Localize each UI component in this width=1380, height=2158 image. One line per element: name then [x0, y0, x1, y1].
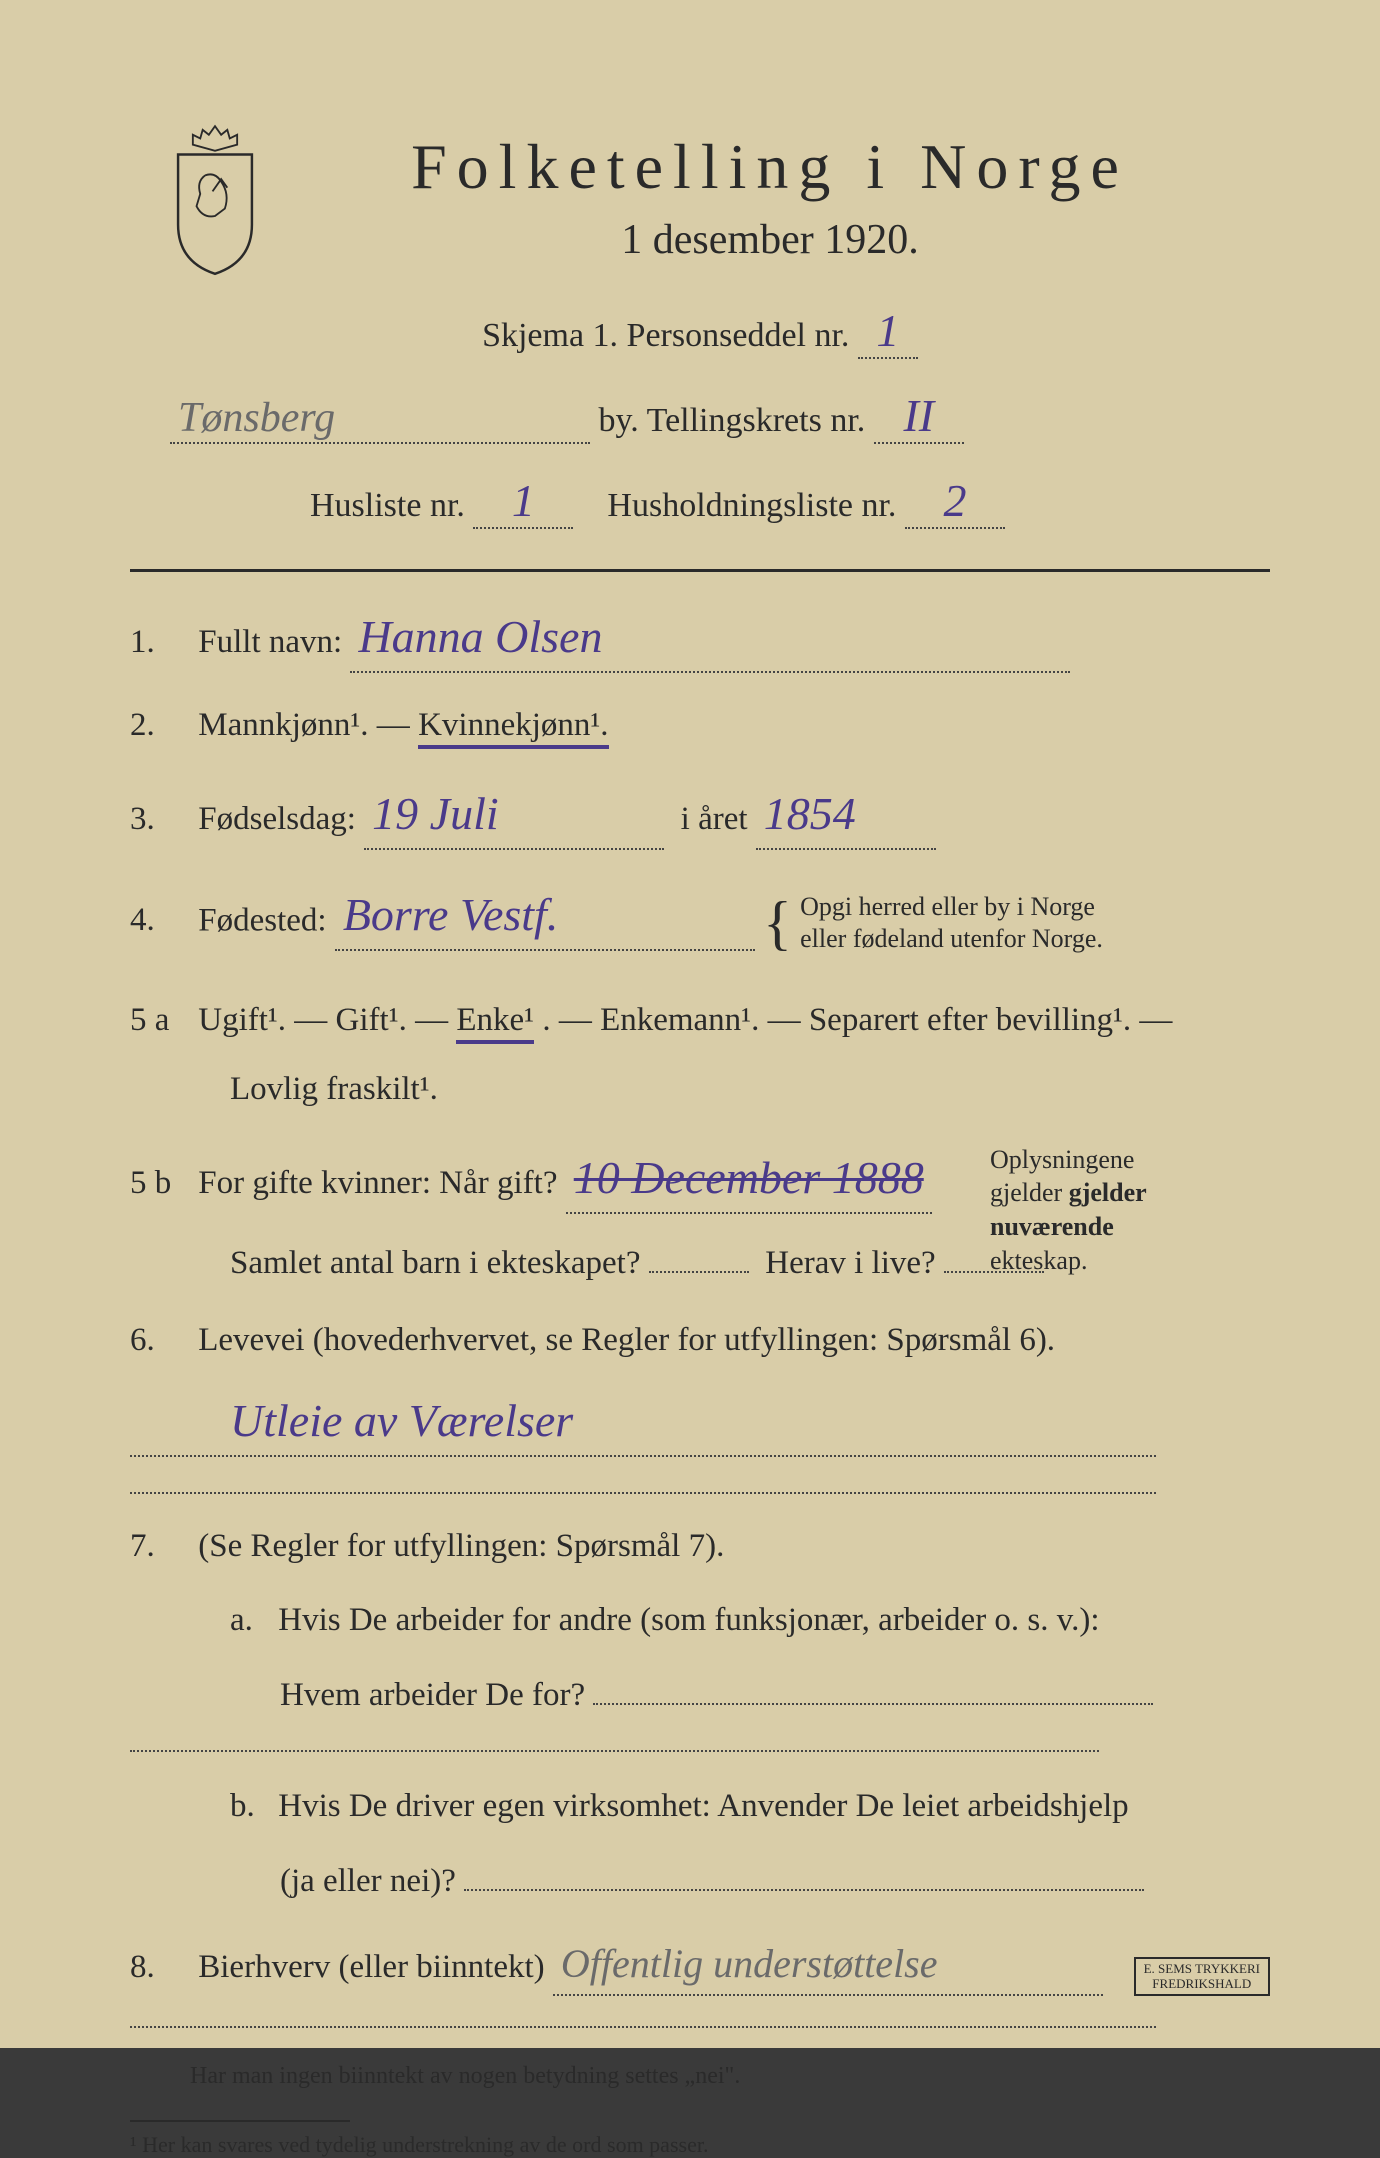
husholdning-nr: 2	[905, 474, 1005, 529]
form-subtitle: 1 desember 1920.	[270, 216, 1270, 264]
birthplace-value: Borre Vestf.	[335, 880, 755, 951]
q7-employer: 7. (Se Regler for utfyllingen: Spørsmål …	[130, 1522, 1270, 1907]
q6-occupation: 6. Levevei (hovederhvervet, se Regler fo…	[130, 1316, 1270, 1494]
form-title: Folketelling i Norge	[270, 130, 1270, 204]
footnote-1: Har man ingen biinntekt av nogen betydni…	[130, 2063, 1270, 2090]
q5b-marriage: 5 b For gifte kvinner: Når gift? 10 Dece…	[130, 1143, 1270, 1289]
personseddel-nr: 1	[858, 304, 918, 359]
birthplace-note: Opgi herred eller by i Norge eller fødel…	[800, 891, 1103, 953]
birth-year: 1854	[756, 779, 936, 850]
q4-birthplace: 4. Fødested: Borre Vestf. { Opgi herred …	[130, 878, 1270, 968]
tellingskrets-nr: II	[874, 389, 964, 444]
footnote-2: ¹ Her kan svares ved tydelig understrekn…	[130, 2132, 1270, 2158]
q3-birthdate: 3. Fødselsdag: 19 Juli i året 1854	[130, 779, 1270, 850]
full-name-value: Hanna Olsen	[350, 602, 1070, 673]
printer-stamp: E. SEMS TRYKKERI FREDRIKSHALD	[1134, 1957, 1270, 1996]
census-form-page: Folketelling i Norge 1 desember 1920. Sk…	[0, 0, 1380, 2048]
marriage-note: Oplysningene gjelder gjelder nuværende e…	[990, 1143, 1270, 1278]
form-header: Folketelling i Norge 1 desember 1920. Sk…	[130, 130, 1270, 529]
divider	[130, 569, 1270, 572]
q1-name: 1. Fullt navn: Hanna Olsen	[130, 602, 1270, 673]
marriage-date: 10 December 1888	[566, 1143, 932, 1214]
coat-of-arms-icon	[150, 120, 280, 280]
by-value: Tønsberg	[170, 394, 590, 444]
husliste-nr: 1	[473, 474, 573, 529]
footnote-divider	[130, 2120, 350, 2122]
q2-gender: 2. Mannkjønn¹. — Kvinnekjønn¹.	[130, 701, 1270, 751]
occupation-value: Utleie av Værelser	[130, 1386, 1156, 1457]
gender-selected: Kvinnekjønn¹.	[418, 707, 608, 749]
meta-husliste: Husliste nr. 1 Husholdningsliste nr. 2	[130, 474, 1270, 529]
marital-selected: Enke¹	[456, 1002, 534, 1044]
meta-skjema: Skjema 1. Personseddel nr. 1	[130, 304, 1270, 359]
birth-day: 19 Juli	[364, 779, 664, 850]
secondary-value: Offentlig understøttelse	[553, 1934, 1103, 1996]
q5a-marital: 5 a Ugift¹. — Gift¹. — Enke¹ . — Enkeman…	[130, 996, 1270, 1115]
meta-by: Tønsberg by. Tellingskrets nr. II	[130, 389, 1270, 444]
q8-secondary: 8. Bierhverv (eller biinntekt) Offentlig…	[130, 1934, 1270, 2028]
